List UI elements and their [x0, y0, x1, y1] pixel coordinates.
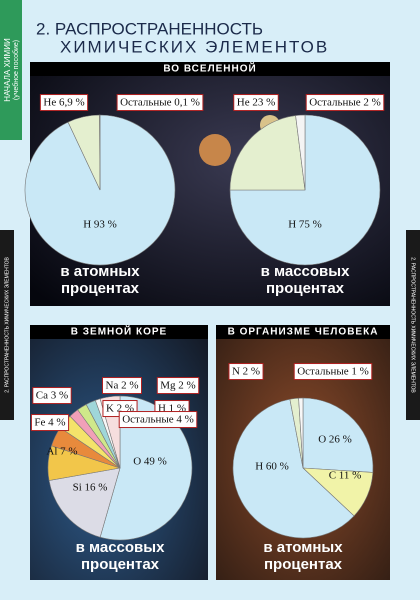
- data-label: H 93 %: [83, 219, 117, 231]
- side-text: 2. РАСПРОСТРАНЕННОСТЬ ХИМИЧЕСКИХ ЭЛЕМЕНТ…: [410, 257, 416, 393]
- title: ХИМИЧЕСКИХ ЭЛЕМЕНТОВ: [60, 37, 329, 56]
- section-title: В ОРГАНИЗМЕ ЧЕЛОВЕКА: [228, 327, 379, 338]
- side-text: 2. РАСПРОСТРАНЕННОСТЬ ХИМИЧЕСКИХ ЭЛЕМЕНТ…: [4, 257, 10, 393]
- data-label: Ca 3 %: [36, 390, 68, 402]
- section-title: ВО ВСЕЛЕННОЙ: [163, 62, 256, 75]
- data-label: O 49 %: [133, 456, 167, 468]
- data-label: Fe 4 %: [34, 417, 65, 429]
- data-label: O 26 %: [318, 434, 352, 446]
- caption: в атомных: [60, 263, 140, 280]
- planet: [199, 134, 231, 166]
- caption: в массовых: [76, 539, 166, 556]
- caption: процентах: [61, 280, 140, 297]
- caption: в атомных: [263, 539, 343, 556]
- data-label: Остальные 4 %: [122, 414, 194, 426]
- title: 2. РАСПРОСТРАНЕННОСТЬ: [36, 19, 263, 38]
- data-label: Остальные 2 %: [309, 97, 381, 109]
- data-label: Остальные 1 %: [297, 366, 369, 378]
- data-label: Al 7 %: [46, 446, 77, 458]
- data-label: N 2 %: [232, 366, 260, 378]
- caption: процентах: [266, 280, 345, 297]
- caption: процентах: [81, 556, 160, 573]
- caption: процентах: [264, 556, 343, 573]
- data-label: Na 2 %: [106, 380, 139, 392]
- data-label: He 6,9 %: [43, 97, 84, 109]
- data-label: Mg 2 %: [160, 380, 195, 392]
- section-title: В ЗЕМНОЙ КОРЕ: [71, 325, 167, 338]
- series-sub: (учебное пособие): [12, 40, 20, 100]
- data-label: C 11 %: [329, 470, 362, 482]
- data-label: Si 16 %: [73, 482, 108, 494]
- series-label: НАЧАЛА ХИМИИ: [3, 38, 12, 102]
- data-label: H 60 %: [255, 461, 289, 473]
- caption: в массовых: [261, 263, 351, 280]
- data-label: Остальные 0,1 %: [120, 97, 200, 109]
- data-label: H 75 %: [288, 219, 322, 231]
- data-label: He 23 %: [237, 97, 276, 109]
